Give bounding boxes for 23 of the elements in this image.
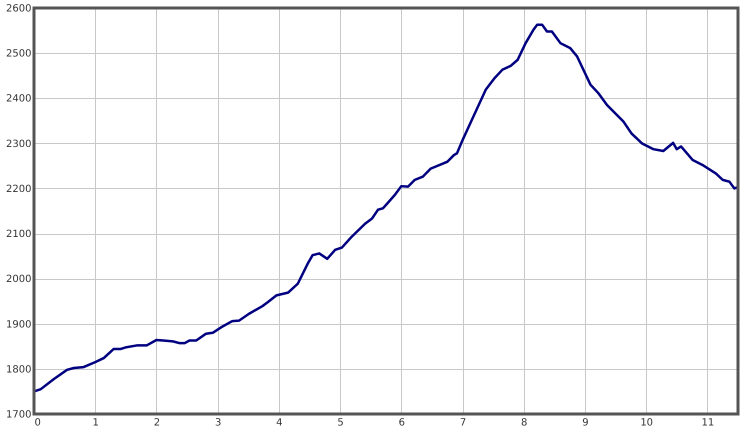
x-tick-label: 8: [521, 418, 528, 428]
y-tick-label: 1700: [6, 410, 32, 420]
x-tick-label: 6: [398, 418, 405, 428]
y-tick-label: 2000: [6, 274, 32, 286]
x-tick-label: 3: [214, 418, 222, 428]
y-tick-label: 1900: [6, 319, 32, 330]
x-tick-label: 0: [34, 418, 41, 428]
x-tick-label: 11: [702, 418, 714, 428]
x-tick-label: 5: [337, 418, 344, 428]
line-series: [34, 23, 738, 393]
y-tick-label: 2300: [6, 138, 32, 150]
x-tick-label: 9: [582, 418, 589, 428]
x-tick-label: 1: [92, 418, 99, 428]
x-tick-label: 7: [460, 418, 466, 428]
y-tick-label: 1800: [6, 364, 32, 376]
x-tick-label: 2: [154, 418, 160, 428]
x-tick-label: 4: [276, 418, 283, 428]
y-tick-label: 2400: [6, 94, 32, 105]
x-tick-label: 10: [640, 418, 654, 428]
y-tick-label: 2200: [6, 184, 32, 195]
y-tick-label: 2600: [6, 4, 32, 14]
y-tick-label: 2100: [6, 229, 32, 240]
y-tick-label: 2500: [6, 48, 32, 60]
